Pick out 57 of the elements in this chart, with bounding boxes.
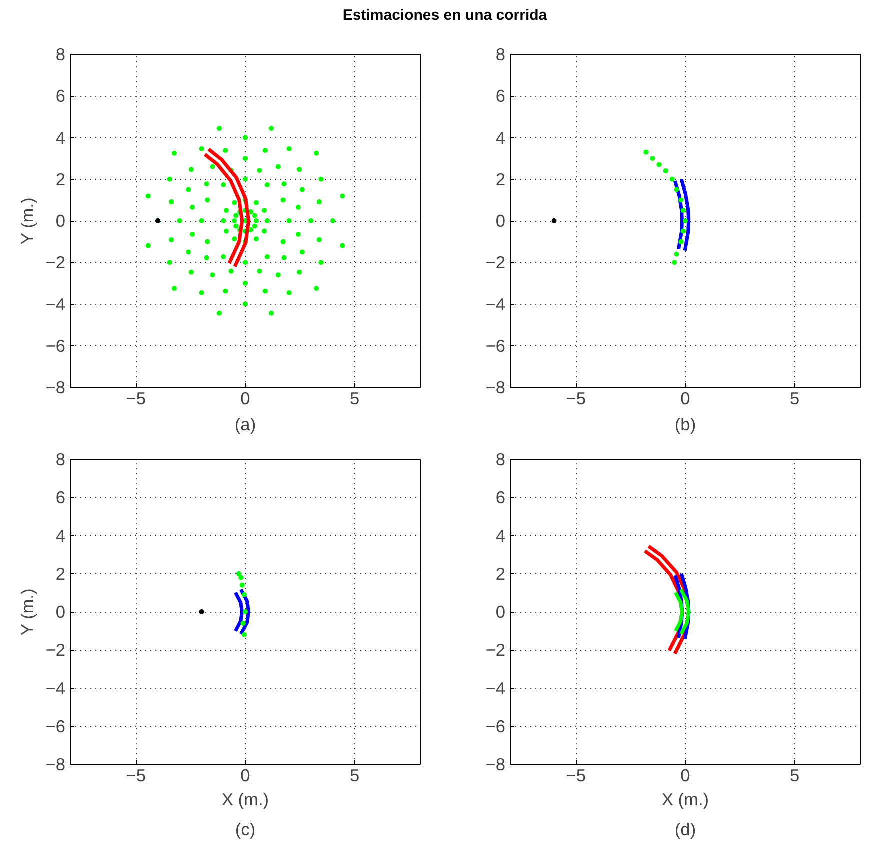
y-tick-label: −8 (486, 754, 506, 774)
x-tick-label: −5 (126, 766, 146, 786)
y-tick-label: −6 (486, 716, 506, 736)
x-axis-title: X (m.) (662, 790, 710, 810)
y-tick-label: 0 (496, 602, 506, 622)
x-tick-label: −5 (126, 388, 146, 408)
y-tick-label: −2 (486, 640, 506, 660)
y-tick-label: 8 (56, 44, 66, 64)
text: (c) (235, 820, 256, 840)
y-tick-label: 2 (496, 564, 506, 584)
y-tick-label: 4 (496, 128, 506, 148)
x-axis-title: X (m.) (222, 790, 270, 810)
y-tick-label: −4 (46, 294, 66, 314)
y-tick-label: 2 (56, 564, 66, 584)
text: (d) (674, 820, 696, 840)
x-tick-label: 5 (790, 388, 800, 408)
y-tick-label: −4 (486, 294, 506, 314)
x-tick-label: 5 (350, 388, 360, 408)
y-tick-label: 0 (56, 211, 66, 231)
y-tick-label: 4 (56, 526, 66, 546)
x-tick-label: 5 (790, 766, 800, 786)
y-tick-label: −8 (46, 754, 66, 774)
y-tick-label: 8 (56, 450, 66, 470)
y-tick-label: −8 (46, 378, 66, 398)
chart-title: Estimaciones en una corrida (342, 6, 548, 26)
y-tick-label: 4 (496, 526, 506, 546)
y-tick-label: 2 (56, 169, 66, 190)
y-tick-label: 8 (496, 44, 506, 64)
y-tick-label: 6 (496, 86, 506, 106)
x-tick-label: −5 (566, 388, 586, 408)
y-tick-label: −4 (486, 678, 506, 698)
y-tick-label: −2 (46, 252, 66, 273)
y-tick-label: −6 (46, 716, 66, 736)
x-tick-label: 0 (680, 766, 690, 786)
text: (b) (674, 414, 696, 434)
y-tick-label: 8 (496, 450, 506, 470)
text: (a) (234, 414, 256, 434)
y-tick-label: −2 (486, 252, 506, 273)
y-tick-label: 6 (56, 86, 66, 106)
y-tick-label: −6 (46, 336, 66, 356)
y-tick-label: −6 (486, 336, 506, 356)
y-axis-title: Y (m.) (18, 198, 38, 245)
y-tick-label: 6 (496, 488, 506, 508)
y-tick-label: −8 (486, 378, 506, 398)
y-tick-label: 4 (56, 128, 66, 148)
x-tick-label: 5 (350, 766, 360, 786)
x-tick-label: −5 (566, 766, 586, 786)
y-tick-label: 0 (56, 602, 66, 622)
y-tick-label: −4 (46, 678, 66, 698)
x-tick-label: 0 (240, 766, 250, 786)
y-tick-label: 0 (496, 211, 506, 231)
x-tick-label: 0 (680, 388, 690, 408)
x-tick-label: 0 (240, 388, 250, 408)
y-tick-label: −2 (46, 640, 66, 660)
y-axis-title: Y (m.) (18, 588, 38, 636)
y-tick-label: 6 (56, 488, 66, 508)
y-tick-label: 2 (496, 169, 506, 190)
